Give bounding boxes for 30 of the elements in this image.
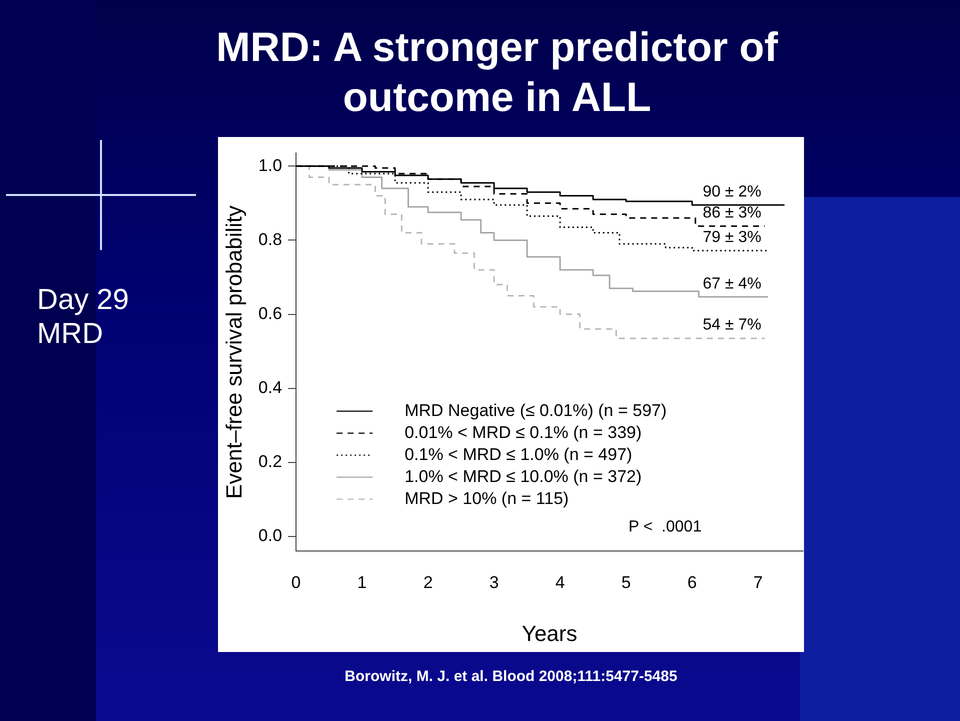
y-tick-label: 0.6 <box>258 304 282 323</box>
y-axis-title: Event–free survival probability <box>221 205 246 499</box>
chart-title: MRD: A stronger predictor of outcome in ALL <box>215 23 779 122</box>
x-tick-label: 5 <box>621 573 631 592</box>
x-tick-label: 1 <box>357 573 367 592</box>
legend-label: 0.01% < MRD ≤ 0.1% (n = 339) <box>404 422 642 442</box>
y-tick-label: 0.4 <box>258 378 282 397</box>
legend-label: 0.1% < MRD ≤ 1.0% (n = 497) <box>404 444 632 464</box>
annotation: P < .0001 <box>628 518 702 536</box>
y-tick-label: 1.0 <box>258 156 282 175</box>
annotation: 54 ± 7% <box>702 316 762 334</box>
x-tick-label: 7 <box>753 573 763 592</box>
text: Borowitz, M. J. et al. Blood 2008;111:5477-5485 <box>344 668 678 685</box>
x-tick-label: 3 <box>489 573 499 592</box>
annotation: 79 ± 3% <box>702 228 762 246</box>
legend-label: 1.0% < MRD ≤ 10.0% (n = 372) <box>404 466 642 486</box>
annotation: 86 ± 3% <box>702 204 762 222</box>
x-tick-label: 0 <box>291 573 301 592</box>
y-tick-label: 0.8 <box>258 230 282 249</box>
x-axis-title: Years <box>522 620 578 646</box>
y-tick-label: 0.0 <box>258 526 282 546</box>
annotation: 67 ± 4% <box>702 275 762 292</box>
text: Day 29 MRD <box>37 283 130 351</box>
y-tick-label: 0.2 <box>258 452 282 472</box>
x-tick-label: 2 <box>423 573 433 592</box>
legend-label: MRD Negative (≤ 0.01%) (n = 597) <box>404 400 667 420</box>
annotation: 90 ± 2% <box>702 183 762 200</box>
x-tick-label: 6 <box>687 573 697 592</box>
x-tick-label: 4 <box>555 573 565 592</box>
legend-label: MRD > 10% (n = 115) <box>404 488 569 508</box>
